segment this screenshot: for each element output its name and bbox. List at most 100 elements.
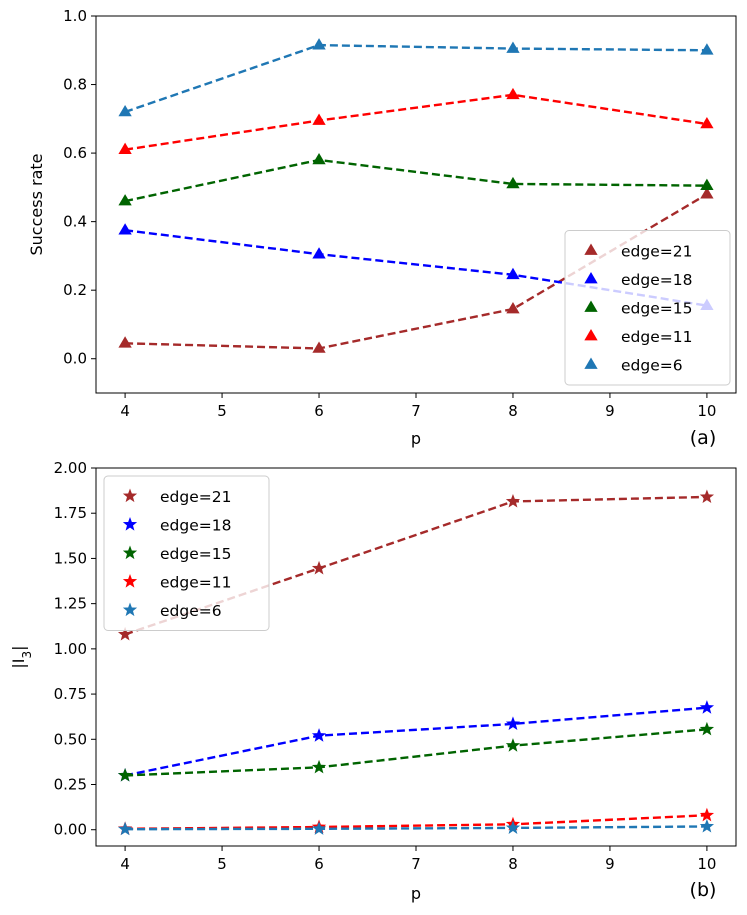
data-point: [700, 116, 714, 129]
y-tick-label: 1.0: [63, 7, 87, 25]
series-edge-15: [118, 152, 714, 206]
series-edge-6: [117, 818, 715, 836]
data-point: [506, 267, 520, 280]
legend-item: edge=15: [122, 545, 231, 563]
data-point: [118, 194, 132, 206]
data-point: [311, 560, 327, 575]
legend-label: edge=18: [160, 517, 231, 535]
y-tick-label: 0.4: [63, 213, 87, 231]
legend-label: edge=15: [160, 545, 231, 563]
y-tick-label: 1.50: [54, 549, 87, 567]
x-tick-label: 8: [508, 402, 518, 420]
data-point: [118, 142, 132, 155]
x-tick-label: 4: [120, 855, 130, 873]
series-line: [124, 706, 708, 777]
legend-label: edge=11: [160, 574, 231, 592]
data-point: [118, 104, 132, 117]
data-point: [505, 738, 521, 752]
legend-item: edge=21: [122, 488, 231, 506]
legend-item: edge=18: [584, 271, 692, 289]
series-line: [124, 93, 708, 151]
x-tick-label: 8: [508, 855, 518, 873]
legend: edge=21 edge=18 edge=15 edge=11 edge=6: [564, 230, 731, 386]
x-tick-label: 10: [697, 402, 716, 420]
series-edge-11: [117, 807, 715, 835]
series-line: [124, 229, 708, 307]
data-point: [699, 721, 715, 736]
legend-item: edge=18: [122, 517, 231, 535]
legend-marker: [584, 300, 598, 312]
series-edge-18: [117, 700, 715, 782]
legend-label: edge=6: [621, 357, 683, 375]
legend-marker: [584, 272, 598, 284]
legend-marker: [122, 574, 138, 588]
legend-marker: [584, 243, 598, 255]
data-point: [312, 38, 326, 50]
legend-marker: [122, 602, 138, 617]
legend-marker: [122, 488, 138, 503]
data-point: [506, 41, 520, 53]
legend-item: edge=11: [584, 328, 692, 346]
y-axis-label: |I3|: [9, 645, 34, 668]
x-tick-label: 4: [120, 402, 130, 420]
data-point: [505, 820, 521, 834]
x-tick-label: 7: [411, 402, 421, 420]
x-tick-label: 5: [217, 402, 227, 420]
y-tick-label: 0.00: [54, 821, 87, 839]
x-axis-label: p: [411, 429, 421, 448]
data-point: [700, 178, 714, 190]
series-line: [124, 158, 707, 203]
data-point: [117, 821, 133, 836]
data-point: [700, 187, 714, 199]
panel-label: (a): [690, 427, 716, 449]
data-point: [699, 818, 715, 833]
legend-label: edge=15: [621, 300, 692, 318]
series-line: [125, 825, 707, 831]
x-tick-label: 10: [697, 855, 716, 873]
legend-label: edge=21: [621, 243, 692, 261]
legend-label: edge=11: [621, 328, 692, 346]
data-point: [505, 716, 521, 730]
data-point: [117, 626, 133, 641]
data-point: [118, 223, 132, 235]
y-tick-label: 0.75: [54, 685, 87, 703]
data-point: [311, 821, 327, 835]
y-tick-label: 0.6: [63, 144, 87, 162]
y-tick-label: 1.00: [54, 640, 87, 658]
series-edge-6: [118, 38, 714, 117]
series-group: [118, 38, 714, 353]
x-tick-label: 7: [411, 855, 421, 873]
legend-item: edge=6: [584, 357, 683, 375]
legend-marker: [122, 545, 138, 560]
panel-label: (b): [690, 879, 717, 901]
data-point: [311, 759, 327, 774]
series-edge-11: [118, 87, 714, 155]
y-tick-label: 0.0: [63, 350, 87, 368]
data-point: [312, 113, 326, 125]
x-axis-label: p: [411, 884, 421, 903]
legend-marker: [122, 517, 138, 531]
data-point: [699, 807, 715, 822]
legend-marker: [584, 329, 598, 341]
data-point: [312, 341, 326, 353]
legend-label: edge=18: [621, 271, 692, 289]
data-point: [506, 87, 520, 100]
series-line: [124, 43, 707, 114]
y-tick-label: 0.8: [63, 76, 87, 94]
y-axis-label: Success rate: [27, 154, 46, 256]
x-tick-label: 6: [314, 402, 324, 420]
series-edge-15: [117, 721, 715, 782]
legend-item: edge=6: [122, 602, 222, 620]
data-point: [312, 247, 326, 259]
legend-item: edge=11: [122, 574, 231, 592]
y-tick-label: 0.25: [54, 776, 87, 794]
x-tick-label: 5: [217, 855, 227, 873]
y-tick-label: 0.2: [63, 281, 87, 299]
data-point: [699, 700, 715, 714]
legend-marker: [584, 357, 598, 369]
x-tick-label: 9: [605, 855, 615, 873]
data-point: [312, 152, 326, 165]
legend-label: edge=21: [160, 488, 231, 506]
legend-box: [564, 230, 731, 386]
x-tick-label: 6: [314, 855, 324, 873]
